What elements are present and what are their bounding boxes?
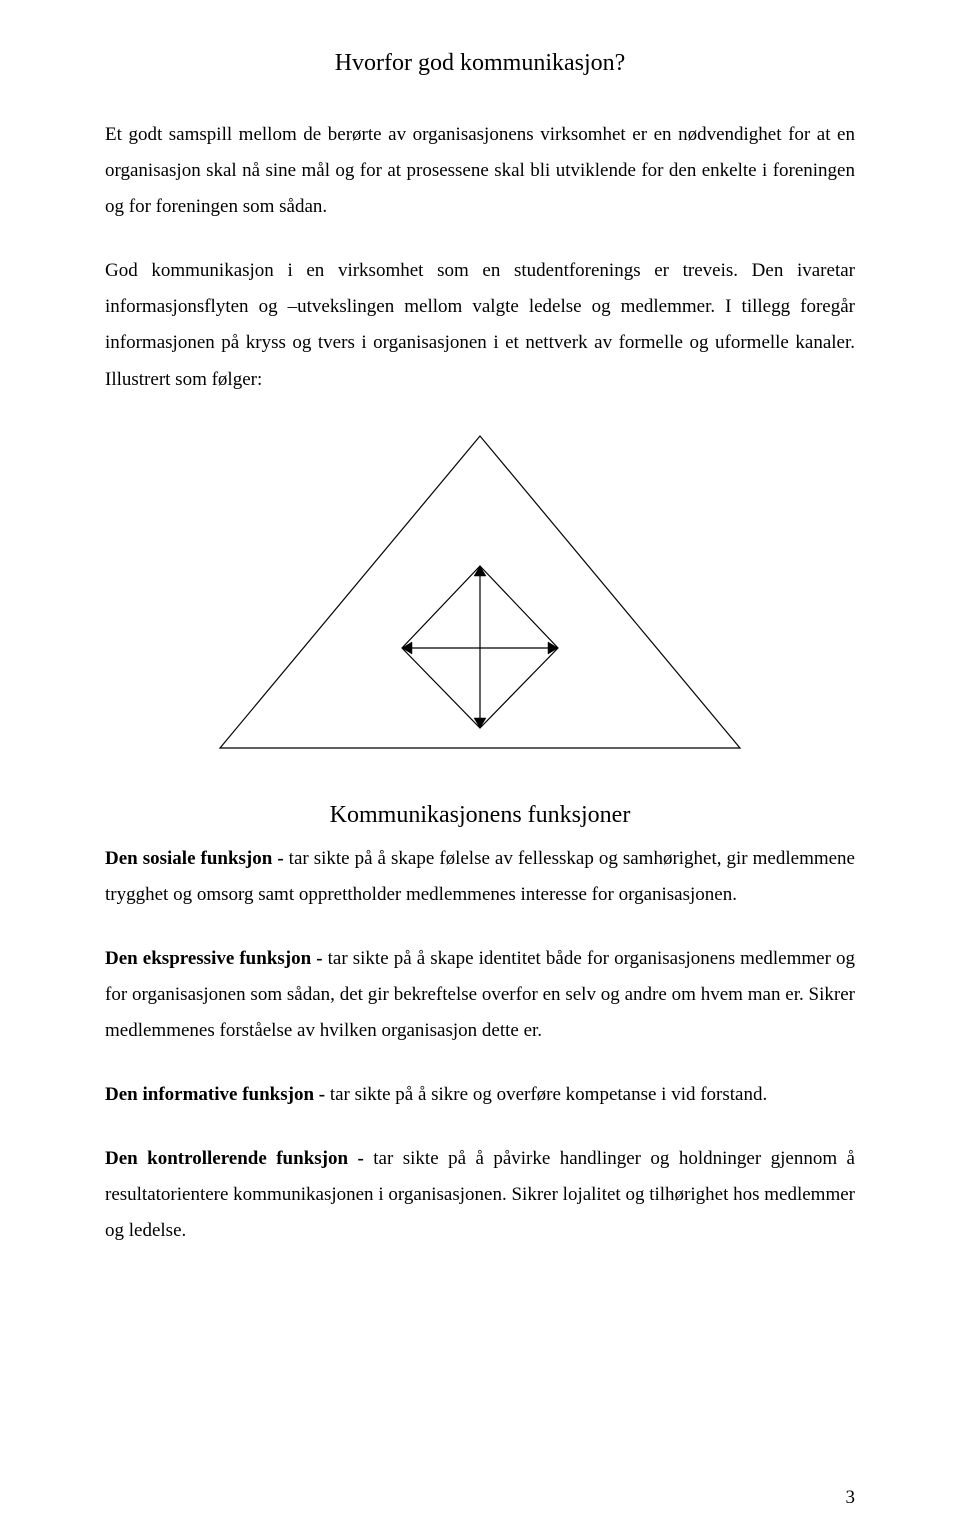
- paragraph-2: God kommunikasjon i en virksomhet som en…: [105, 253, 855, 397]
- paragraph-5-lead: Den informative funksjon -: [105, 1084, 325, 1105]
- paragraph-6: Den kontrollerende funksjon - tar sikte …: [105, 1141, 855, 1249]
- paragraph-5: Den informative funksjon - tar sikte på …: [105, 1077, 855, 1113]
- paragraph-4: Den ekspressive funksjon - tar sikte på …: [105, 941, 855, 1049]
- paragraph-3: Den sosiale funksjon - tar sikte på å sk…: [105, 841, 855, 913]
- paragraph-6-lead: Den kontrollerende funksjon -: [105, 1148, 364, 1169]
- document-page: Hvorfor god kommunikasjon? Et godt samsp…: [0, 0, 960, 1537]
- section-subtitle: Kommunikasjonens funksjoner: [105, 802, 855, 829]
- paragraph-3-lead: Den sosiale funksjon -: [105, 848, 284, 869]
- diagram-container: [105, 426, 855, 766]
- page-title: Hvorfor god kommunikasjon?: [105, 50, 855, 77]
- communication-diagram: [200, 426, 760, 766]
- paragraph-4-lead: Den ekspressive funksjon -: [105, 948, 323, 969]
- page-number: 3: [846, 1487, 856, 1509]
- paragraph-5-body: tar sikte på å sikre og overføre kompeta…: [325, 1084, 767, 1105]
- paragraph-1: Et godt samspill mellom de berørte av or…: [105, 117, 855, 225]
